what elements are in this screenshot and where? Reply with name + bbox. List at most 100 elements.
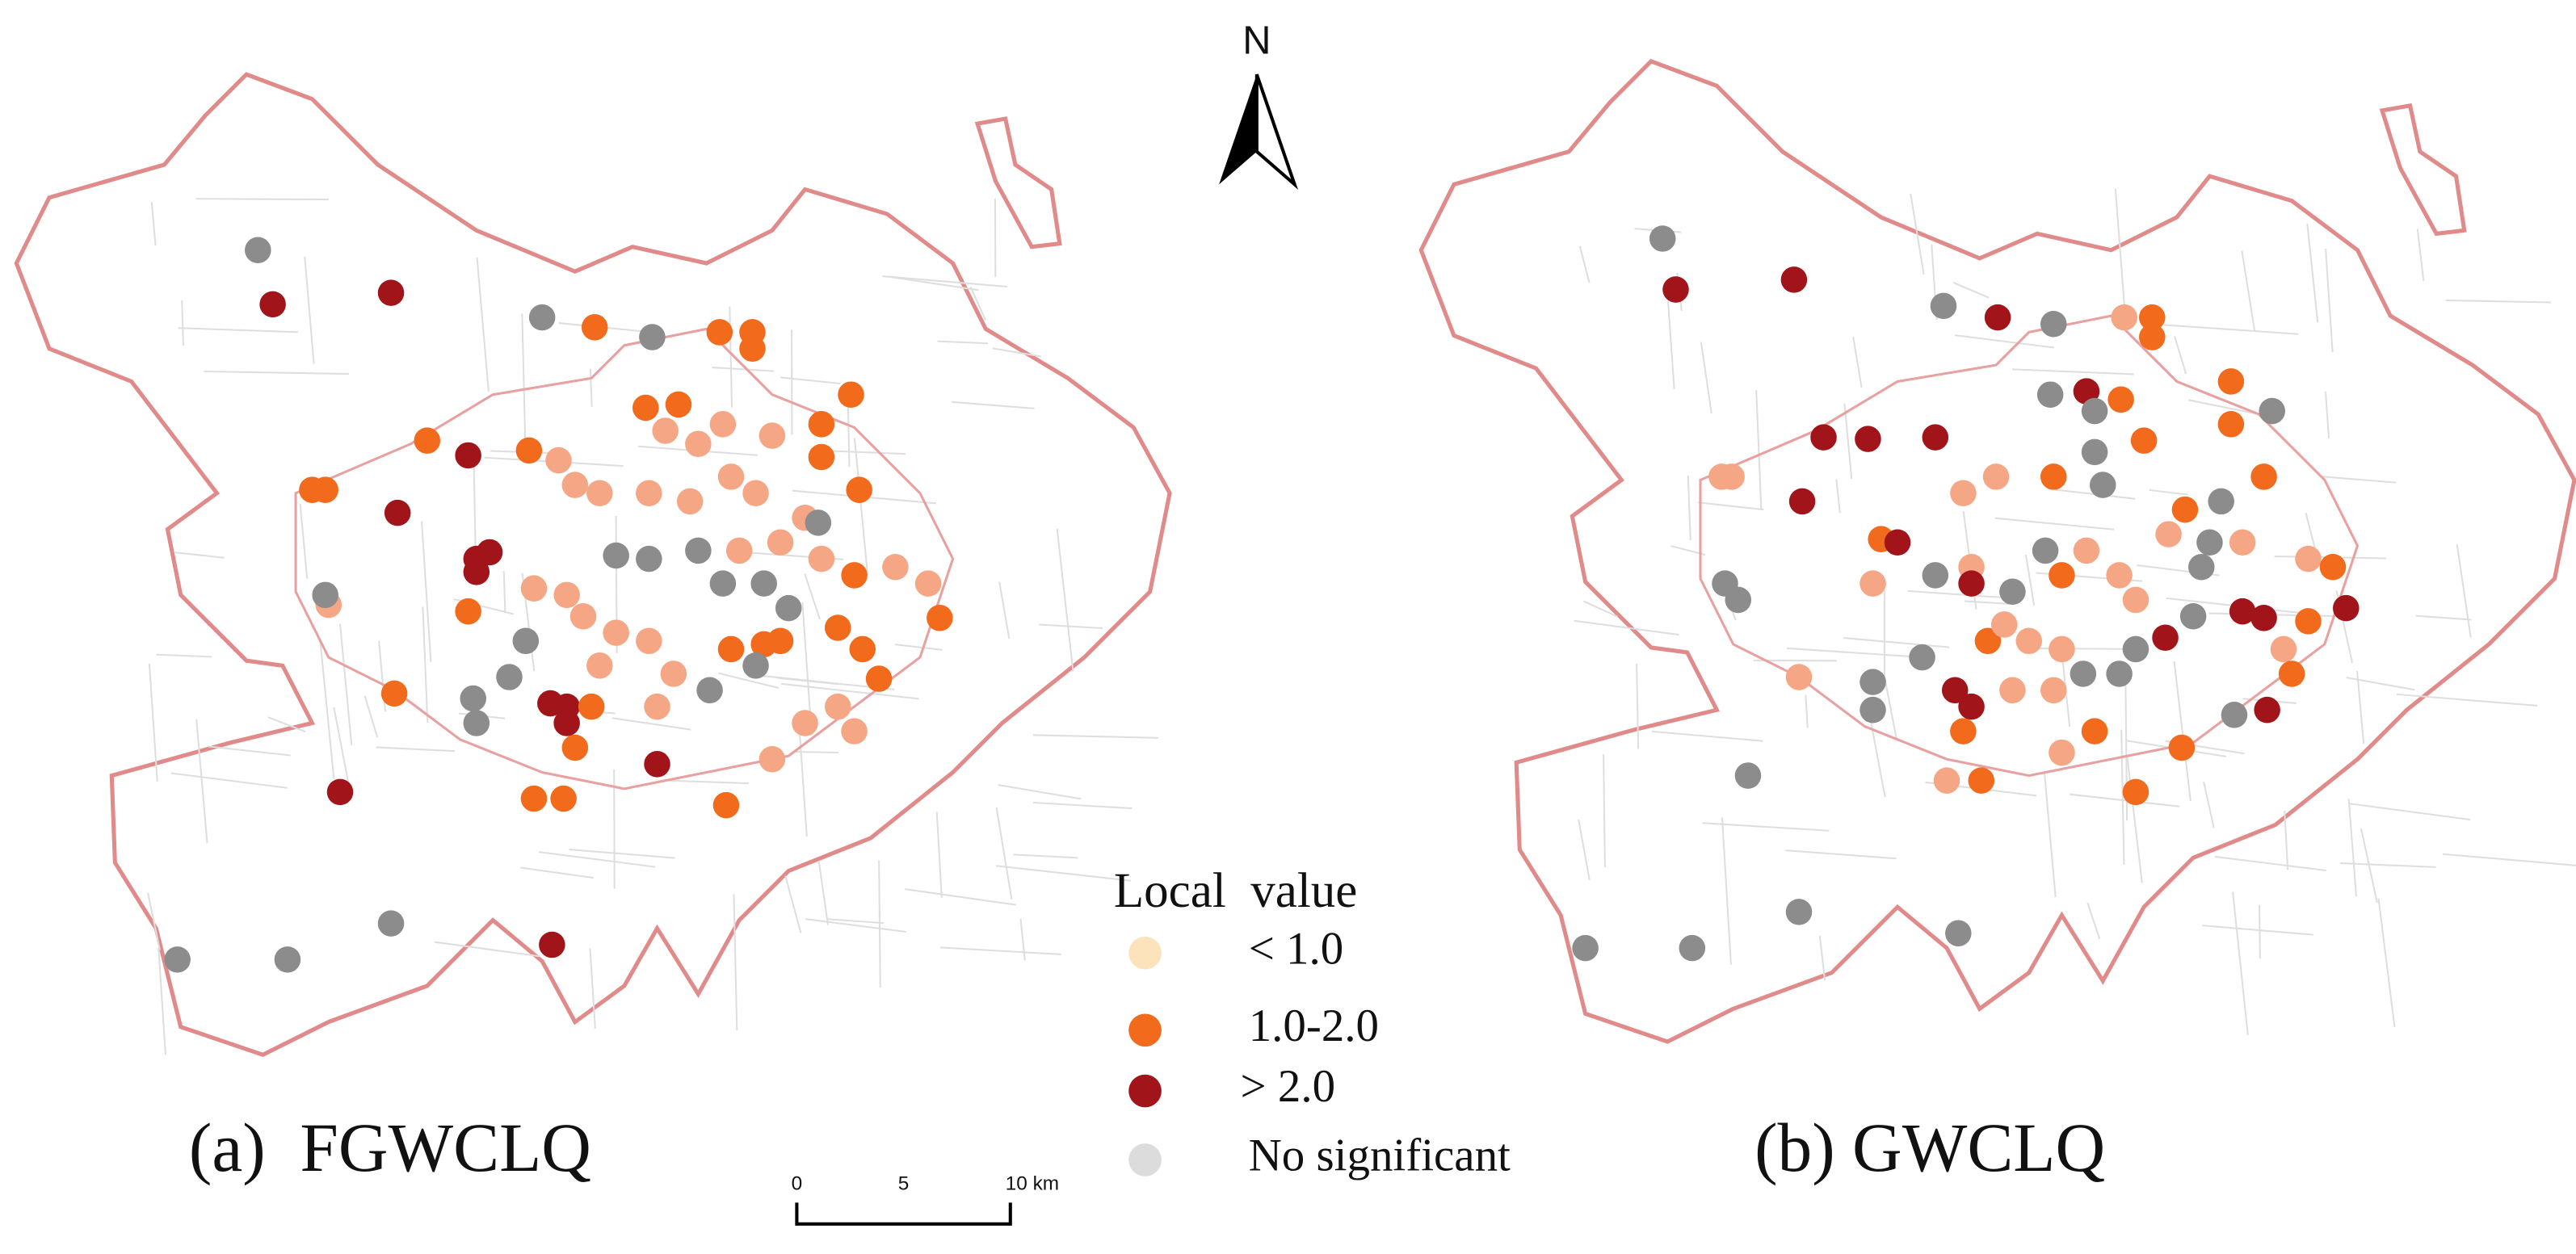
road: [2163, 324, 2299, 335]
site-dot: [1968, 767, 1995, 794]
site-dot: [824, 614, 851, 641]
site-dot: [377, 279, 405, 306]
road: [1039, 623, 1103, 630]
site-dot: [665, 391, 692, 418]
site-dot: [1958, 570, 1985, 597]
site-dot: [496, 664, 523, 690]
site-dot: [2250, 605, 2277, 631]
site-dot: [603, 542, 629, 569]
site-dot: [2217, 411, 2245, 438]
road: [363, 695, 379, 738]
road: [2174, 336, 2187, 375]
panel-label: (a) FGWCLQ: [189, 1110, 591, 1186]
road: [2043, 770, 2057, 898]
site-dot: [1785, 664, 1813, 690]
site-dot: [1933, 767, 1960, 794]
site-dot: [414, 427, 441, 454]
road: [2346, 677, 2415, 691]
road: [805, 918, 906, 933]
site-dot: [603, 619, 629, 646]
road: [333, 707, 351, 793]
site-dot: [2155, 521, 2182, 547]
legend-label: No significant: [1249, 1130, 1511, 1181]
road: [338, 623, 353, 746]
road: [2149, 489, 2188, 496]
site-dot: [2139, 324, 2166, 350]
road: [935, 812, 943, 898]
road: [995, 865, 1131, 882]
site-dot: [2015, 627, 2043, 655]
road: [784, 875, 802, 933]
road: [817, 860, 830, 925]
panel-label: (b) GWCLQ: [1754, 1110, 2105, 1186]
site-dot: [2049, 562, 2075, 589]
site-dot: [808, 443, 835, 471]
arrow-right: [1254, 73, 1299, 190]
site-dot: [2259, 397, 2286, 425]
road: [613, 770, 616, 889]
road: [1964, 600, 2010, 605]
site-dot: [767, 627, 794, 655]
north-arrow: N: [1219, 19, 1299, 190]
site-dot: [824, 693, 851, 720]
road: [2173, 661, 2191, 802]
road: [1033, 801, 1133, 810]
site-dot: [652, 417, 679, 444]
site-dot: [1810, 424, 1837, 451]
road: [969, 286, 987, 321]
road: [304, 256, 315, 364]
site-dot: [463, 710, 490, 736]
site-dot: [2208, 488, 2234, 515]
road: [882, 275, 1008, 288]
road: [181, 300, 184, 346]
site-dot: [1941, 677, 1969, 704]
site-dot: [2081, 718, 2108, 744]
road: [2443, 853, 2576, 866]
road: [1868, 711, 1886, 798]
site-dot: [312, 581, 338, 609]
map-panel: [14, 72, 1172, 1058]
site-dot: [2081, 397, 2108, 425]
site-dot: [712, 791, 740, 819]
map-panel: [1418, 58, 2576, 1044]
road: [170, 772, 288, 789]
site-dot: [849, 635, 876, 663]
site-dot: [326, 778, 354, 806]
site-dot: [750, 570, 777, 597]
road: [421, 521, 432, 662]
road: [2026, 647, 2137, 650]
site-dot: [808, 545, 835, 572]
legend-label: < 1.0: [1249, 923, 1344, 974]
scale-line: [795, 1202, 1012, 1226]
site-dot: [578, 693, 605, 720]
site-dot: [1662, 276, 1689, 303]
site-dot: [1974, 627, 2002, 655]
site-dot: [2152, 624, 2179, 651]
site-dot: [1884, 529, 1911, 556]
road: [178, 327, 298, 333]
site-dot: [2130, 427, 2158, 454]
site-dot: [2040, 463, 2067, 490]
site-dot: [539, 931, 565, 958]
road: [434, 941, 540, 958]
site-dot: [2040, 677, 2067, 704]
site-dot: [2221, 702, 2248, 728]
site-dot: [725, 537, 753, 564]
site-dot: [775, 594, 802, 622]
road: [998, 581, 1011, 640]
site-dot: [2032, 537, 2059, 564]
road: [2324, 391, 2330, 438]
site-dot: [846, 476, 872, 503]
site-dot: [512, 627, 540, 655]
road: [1700, 342, 1712, 413]
site-dot: [2196, 529, 2223, 556]
road: [2120, 729, 2125, 865]
road: [2340, 862, 2436, 868]
site-dot: [2122, 586, 2149, 614]
road: [2259, 904, 2261, 959]
site-dot: [2188, 553, 2215, 581]
site-dot: [569, 603, 597, 630]
site-dot: [528, 304, 556, 331]
site-dot: [706, 319, 733, 346]
road: [148, 663, 158, 782]
